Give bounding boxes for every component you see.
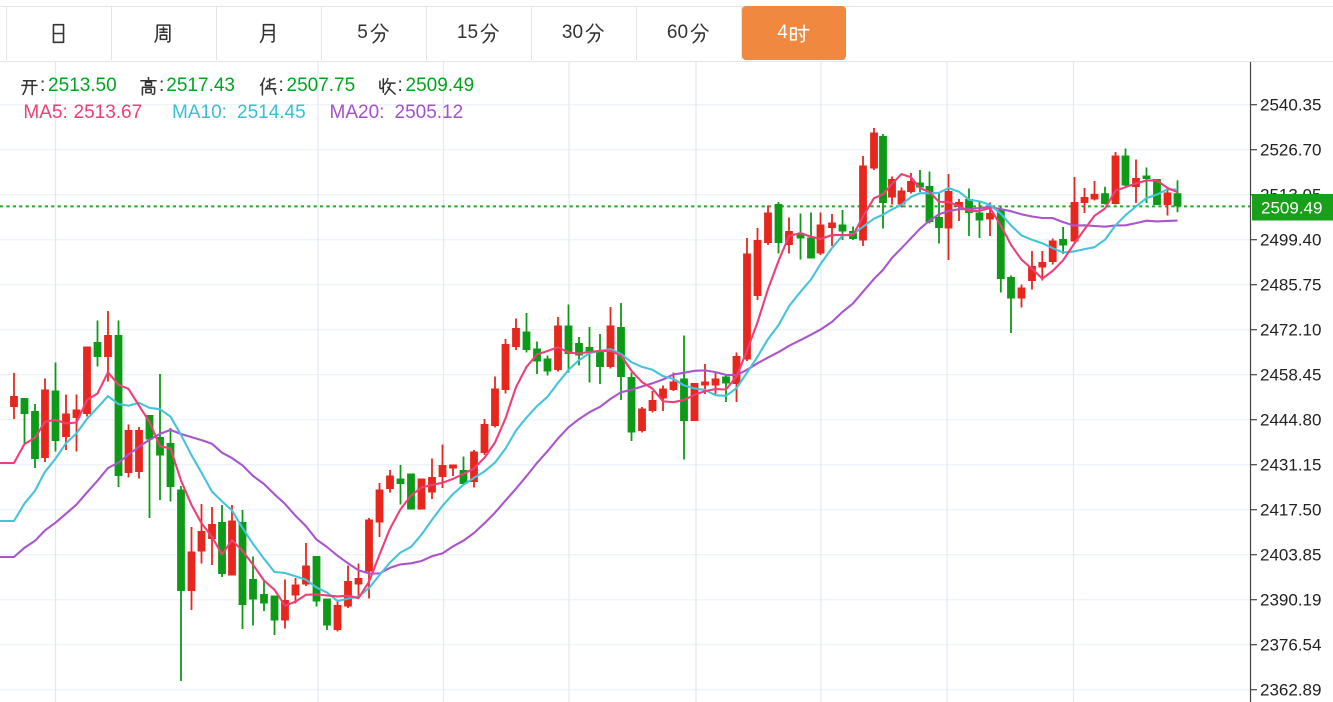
- svg-text:2499.40: 2499.40: [1260, 231, 1321, 250]
- svg-text:2472.10: 2472.10: [1260, 321, 1321, 340]
- svg-text:2431.15: 2431.15: [1260, 456, 1321, 475]
- svg-text:2444.80: 2444.80: [1260, 411, 1321, 430]
- svg-text:2417.50: 2417.50: [1260, 501, 1321, 520]
- svg-text:2390.19: 2390.19: [1260, 591, 1321, 610]
- svg-text:2485.75: 2485.75: [1260, 276, 1321, 295]
- svg-text:2458.45: 2458.45: [1260, 366, 1321, 385]
- svg-text:2540.35: 2540.35: [1260, 96, 1321, 115]
- svg-text:2376.54: 2376.54: [1260, 636, 1321, 655]
- svg-text:2509.49: 2509.49: [1261, 199, 1322, 218]
- svg-text:2526.70: 2526.70: [1260, 141, 1321, 160]
- svg-text:2403.85: 2403.85: [1260, 546, 1321, 565]
- svg-text:2362.89: 2362.89: [1260, 681, 1321, 700]
